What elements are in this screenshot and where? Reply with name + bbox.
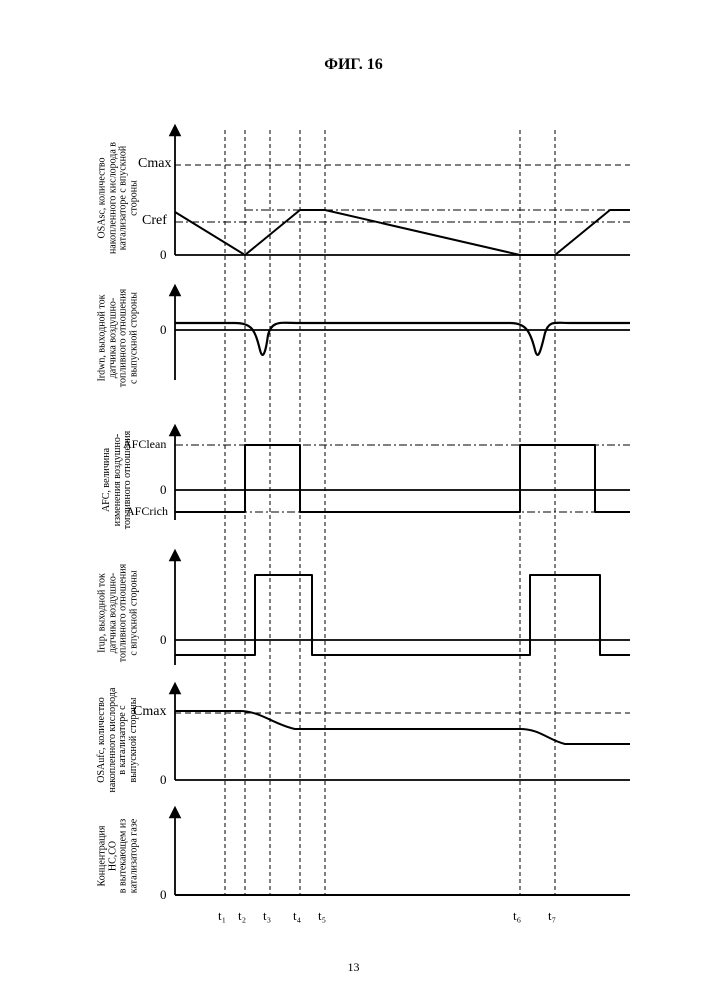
afc-label: AFC, величина изменения воздушно- топлив…	[68, 425, 168, 535]
time-label-6: t₆	[513, 908, 521, 924]
time-label-2: t₂	[238, 908, 246, 924]
osaufc-curve	[175, 711, 630, 744]
irdwn-curve	[175, 323, 630, 355]
hcco-label: Концентрация HC,CO в вытекающем из катал…	[68, 808, 168, 903]
osasc-curve	[175, 210, 630, 255]
time-label-4: t₄	[293, 908, 301, 924]
time-label-1: t₁	[218, 908, 226, 924]
time-label-5: t₅	[318, 908, 326, 924]
time-label-7: t₇	[548, 908, 556, 924]
irdwn-label: Irdwn, выходной ток датчика воздушно- то…	[68, 285, 168, 390]
afc-curve	[175, 445, 630, 512]
osaufc-label: OSAufc, количество накопленного кислород…	[68, 685, 168, 795]
irup-label: Irup, выходной ток датчика воздушно- топ…	[68, 550, 168, 675]
osasc-label: OSAsc, количество накопленного кислорода…	[68, 125, 168, 270]
irup-curve	[175, 575, 630, 655]
time-label-3: t₃	[263, 908, 271, 924]
